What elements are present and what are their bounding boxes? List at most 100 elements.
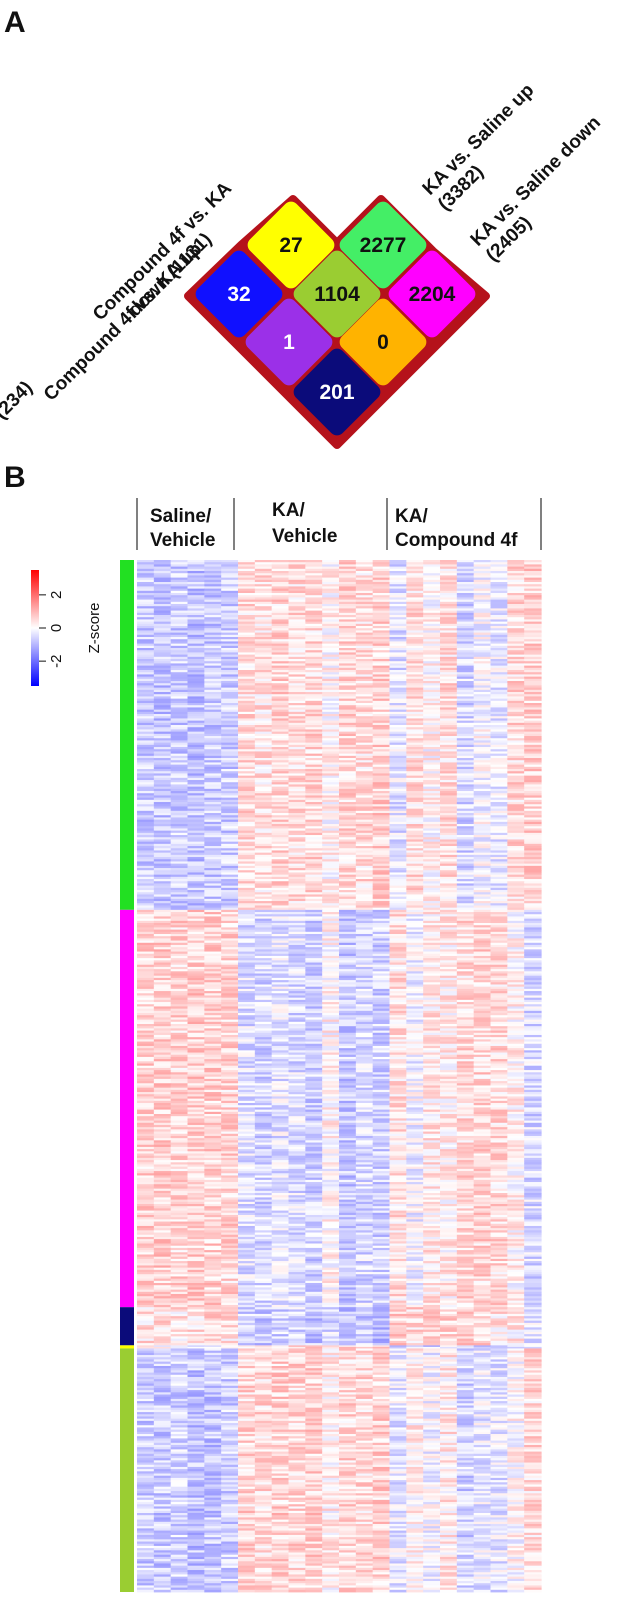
- heatmap-cell: [305, 586, 323, 590]
- heatmap-cell: [355, 632, 374, 636]
- heatmap-cell: [423, 764, 441, 768]
- heatmap-cell: [204, 773, 222, 777]
- heatmap-cell: [137, 650, 155, 653]
- heatmap-cell: [406, 689, 424, 693]
- heatmap-cell: [271, 808, 290, 812]
- heatmap-cell: [187, 632, 205, 636]
- heatmap-cell: [339, 617, 357, 620]
- heatmap-cell: [372, 810, 391, 814]
- heatmap-cell: [204, 562, 222, 565]
- heatmap-cell: [288, 850, 306, 854]
- heatmap-cell: [440, 577, 458, 581]
- heatmap-cell: [254, 656, 273, 660]
- heatmap-cell: [238, 747, 256, 750]
- heatmap-cell: [406, 707, 424, 711]
- heatmap-cell: [187, 667, 205, 671]
- heatmap-cell: [456, 762, 475, 766]
- heatmap-cell: [423, 755, 441, 759]
- heatmap-cell: [170, 857, 189, 860]
- heatmap-cell: [490, 791, 508, 794]
- heatmap-cell: [473, 740, 492, 744]
- heatmap-cell: [137, 621, 155, 625]
- heatmap-cell: [473, 593, 492, 596]
- heatmap-cell: [238, 645, 256, 649]
- heatmap-cell: [456, 689, 475, 693]
- heatmap-cell: [440, 769, 458, 772]
- heatmap-cell: [187, 681, 205, 684]
- heatmap-cell: [322, 802, 340, 805]
- heatmap-cell: [170, 667, 189, 671]
- heatmap-cell: [221, 692, 239, 695]
- heatmap-cell: [389, 652, 407, 656]
- heatmap-cell: [271, 687, 290, 691]
- heatmap-cell: [305, 628, 323, 631]
- heatmap-cell: [355, 727, 374, 730]
- heatmap-cell: [473, 843, 492, 847]
- heatmap-cell: [339, 685, 357, 689]
- heatmap-cell: [137, 753, 155, 757]
- heatmap-cell: [355, 775, 374, 779]
- heatmap-cell: [187, 729, 205, 733]
- heatmap-cell: [507, 577, 525, 581]
- heatmap-cell: [305, 729, 323, 733]
- heatmap-cell: [507, 632, 525, 636]
- heatmap-cell: [187, 716, 205, 719]
- heatmap-cell: [254, 615, 273, 618]
- heatmap-cell: [507, 718, 525, 722]
- heatmap-cell: [456, 817, 475, 821]
- heatmap-cell: [406, 744, 424, 748]
- heatmap-cell: [305, 588, 323, 592]
- heatmap-cell: [170, 848, 189, 851]
- heatmap-cell: [305, 643, 323, 647]
- heatmap-cell: [473, 678, 492, 682]
- heatmap-cell: [423, 705, 441, 708]
- heatmap-cell: [406, 593, 424, 596]
- heatmap-cell: [305, 604, 323, 607]
- heatmap-cell: [406, 615, 424, 618]
- heatmap-cell: [406, 683, 424, 686]
- heatmap-cell: [305, 608, 323, 612]
- heatmap-cell: [456, 738, 475, 741]
- heatmap-cell: [271, 815, 290, 818]
- heatmap-cell: [288, 579, 306, 583]
- heatmap-cell: [423, 854, 441, 858]
- heatmap-cell: [221, 676, 239, 680]
- heatmap-cell: [524, 740, 542, 744]
- heatmap-cell: [372, 579, 391, 583]
- heatmap-cell: [187, 714, 205, 717]
- heatmap-cell: [440, 639, 458, 642]
- heatmap-cell: [322, 709, 340, 713]
- heatmap-cell: [473, 828, 492, 832]
- heatmap-cell: [254, 681, 273, 684]
- heatmap-cell: [305, 780, 323, 783]
- heatmap-cell: [305, 571, 323, 574]
- heatmap-cell: [524, 590, 542, 594]
- heatmap-cell: [355, 711, 374, 715]
- heatmap-cell: [406, 659, 424, 662]
- heatmap-cell: [524, 795, 542, 799]
- heatmap-cell: [389, 674, 407, 678]
- heatmap-cell: [238, 777, 256, 781]
- heatmap-cell: [204, 729, 222, 733]
- heatmap-cell: [187, 821, 205, 825]
- heatmap-cell: [524, 802, 542, 805]
- heatmap-cell: [389, 843, 407, 847]
- heatmap-cell: [406, 612, 424, 616]
- heatmap-cell: [238, 830, 256, 834]
- heatmap-cell: [187, 742, 205, 746]
- heatmap-cell: [187, 718, 205, 722]
- venn-cell-count: 27: [279, 234, 302, 257]
- heatmap-cell: [137, 738, 155, 741]
- heatmap-cell: [507, 663, 525, 667]
- heatmap-cell: [507, 606, 525, 609]
- heatmap-cell: [204, 780, 222, 783]
- heatmap-cell: [187, 771, 205, 774]
- heatmap-cell: [507, 681, 525, 684]
- heatmap-cell: [153, 661, 172, 664]
- heatmap-cell: [221, 766, 239, 770]
- heatmap-cell: [473, 632, 492, 636]
- heatmap-cell: [473, 711, 492, 715]
- heatmap-cell: [490, 848, 508, 851]
- heatmap-cell: [271, 621, 290, 625]
- heatmap-cell: [221, 846, 239, 849]
